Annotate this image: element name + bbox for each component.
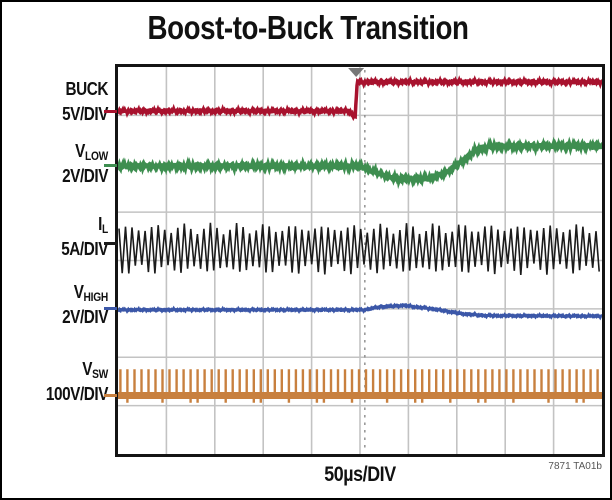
trigger-marker-icon [348,68,365,77]
ref-level-tick-vhigh [104,307,117,311]
channel-scale: 2V/DIV [62,166,108,186]
channel-name-subscript: HIGH [83,290,109,304]
trace-buck [118,74,602,122]
channel-label-vsw: VSW 100V/DIV [18,359,109,404]
channel-name: BUCK [65,79,109,99]
ref-level-tick-vsw [104,393,117,397]
trace-vhigh [118,302,602,321]
chart-title: Boost-to-Buck Transition [147,9,469,46]
channel-label-vhigh: VHIGH 2V/DIV [18,282,108,327]
trace-vsw [119,369,599,403]
channel-name: V [75,141,85,161]
waveform-canvas [118,67,602,454]
channel-name-subscript: LOW [84,149,108,163]
oscilloscope-plot [115,64,605,457]
channel-label-il: IL 5A/DIV [18,214,108,259]
channel-name-subscript: L [102,222,108,236]
ref-level-tick-buck [104,109,117,113]
channel-scale: 5A/DIV [61,239,108,259]
channel-name-subscript: SW [92,367,108,381]
trace-il [118,222,600,275]
channel-name: I [98,214,103,234]
channel-label-buck: BUCK 5V/DIV [18,79,108,124]
channel-label-vlow: VLOW 2V/DIV [18,141,108,186]
channel-scale: 100V/DIV [45,384,109,404]
trace-vlow [118,136,602,190]
channel-scale: 2V/DIV [62,307,108,327]
channel-name: V [73,282,84,302]
figure-number: 7871 TA01b [548,461,602,472]
ref-level-tick-vlow [104,164,117,168]
x-axis-label: 50µs/DIV [324,463,396,486]
ref-level-tick-il [104,242,117,246]
channel-scale: 5V/DIV [62,104,108,124]
channel-name: V [82,359,93,379]
